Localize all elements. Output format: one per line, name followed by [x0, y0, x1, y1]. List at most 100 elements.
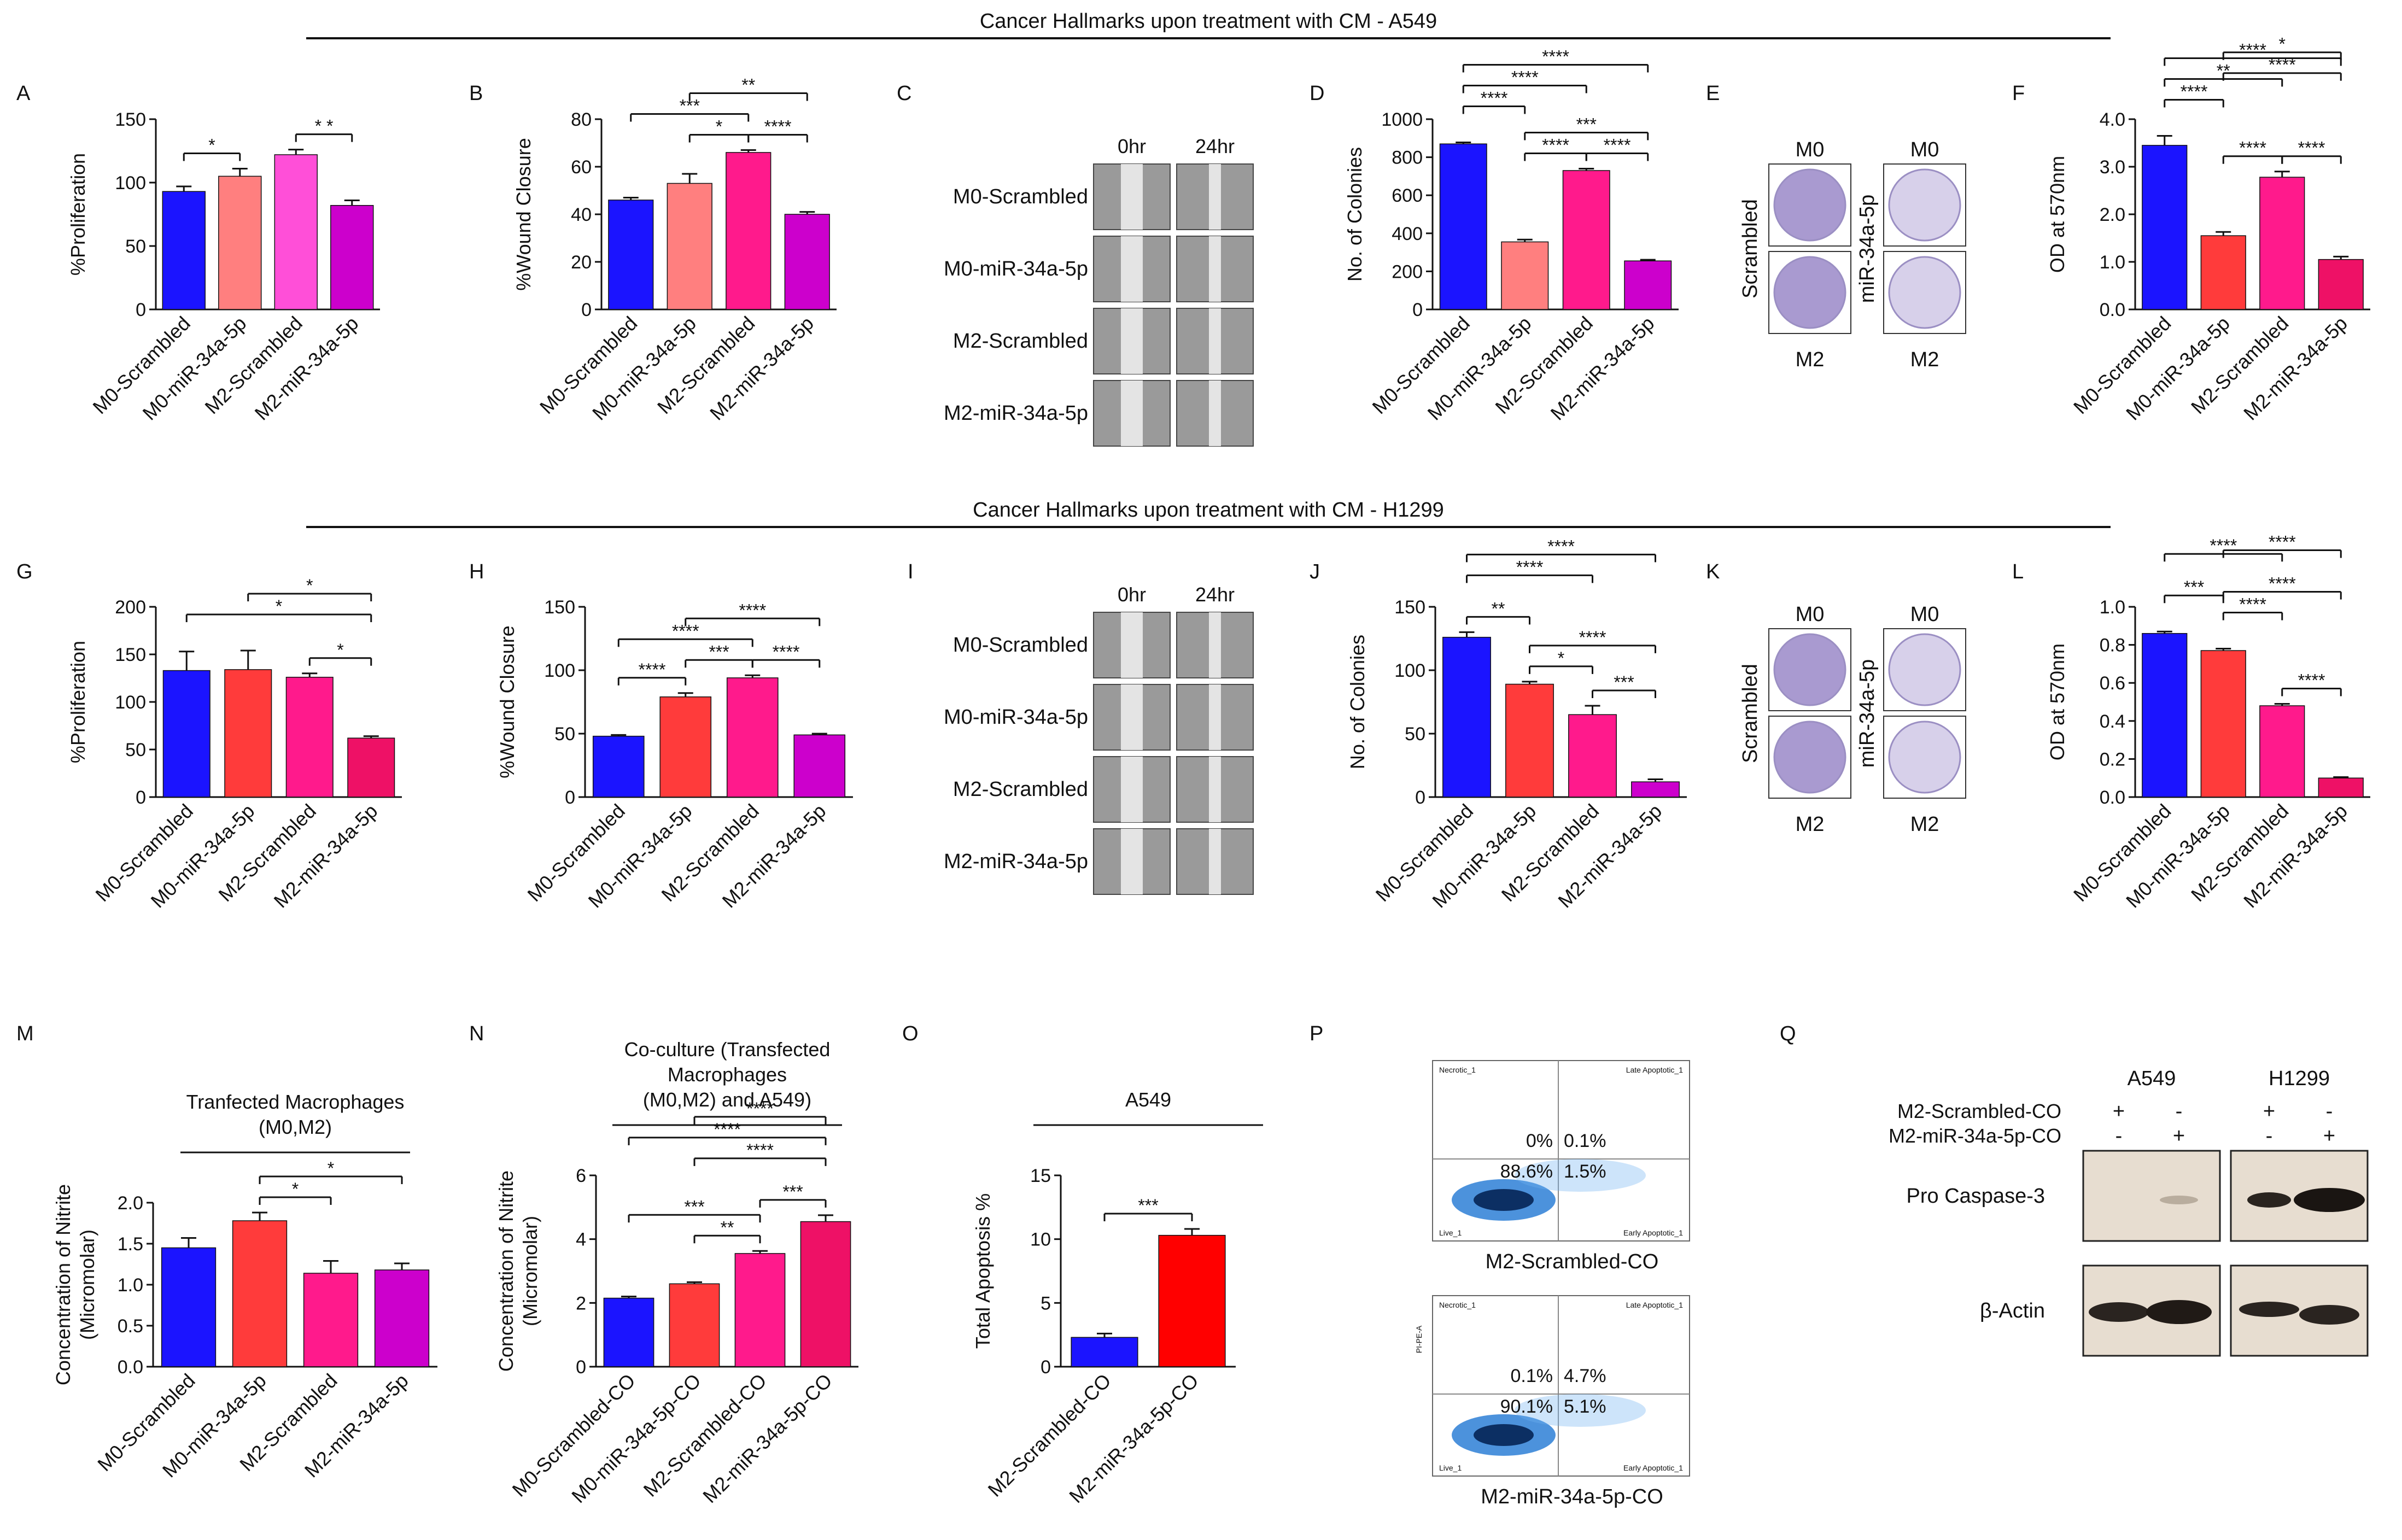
flow-caption: M2-miR-34a-5p-CO [1481, 1485, 1663, 1508]
y-tick-label: 0 [1415, 787, 1425, 808]
sig-label: *** [1138, 1196, 1158, 1215]
sig-label: **** [2181, 81, 2208, 101]
chart-title: Macrophages [668, 1063, 787, 1086]
y-tick-label: 1000 [1381, 109, 1423, 130]
bar [669, 1283, 720, 1367]
y-tick-label: 60 [571, 157, 592, 178]
quadrant-pct-ul: 0.1% [1511, 1366, 1553, 1386]
y-tick-label: 0 [581, 300, 592, 320]
bar [2318, 777, 2364, 798]
wound-gap [1121, 829, 1143, 894]
wound-row-label: M0-Scrambled [953, 634, 1088, 657]
quadrant-name: Necrotic_1 [1439, 1301, 1476, 1309]
sig-label: *** [1614, 672, 1634, 692]
quadrant-pct-ur: 0.1% [1564, 1131, 1606, 1151]
bar [374, 1269, 430, 1367]
bar [726, 152, 772, 310]
colony-bottom-label: M2 [1796, 348, 1825, 371]
sign-row-2: - [2115, 1125, 2123, 1147]
colony-well [1888, 633, 1961, 706]
x-tick-label: M0-miR-34a-5p [588, 312, 700, 425]
panel-letter-m: M [16, 1022, 34, 1045]
panel-letter-c: C [897, 82, 912, 105]
sign-row-1: + [2263, 1100, 2275, 1123]
y-axis-label-2: (Micromolar) [76, 1229, 98, 1340]
sign-row-1: + [2113, 1100, 2125, 1123]
y-tick-label: 1.0 [2100, 597, 2125, 618]
wound-row-label: M0-miR-34a-5p [944, 257, 1088, 280]
wound-row-label: M2-miR-34a-5p [944, 850, 1088, 873]
bar [161, 1247, 217, 1367]
y-tick-label: 150 [115, 645, 146, 665]
treatment-label-1: M2-Scrambled-CO [1897, 1100, 2061, 1122]
quadrant-name: Necrotic_1 [1439, 1065, 1476, 1074]
sig-label: * [208, 135, 215, 155]
wound-row-label: M0-Scrambled [953, 185, 1088, 208]
western-blot: A549 H1299 M2-Scrambled-CO M2-miR-34a-5p-CO… [1889, 1067, 2369, 1357]
panel-letter-p: P [1310, 1022, 1324, 1045]
quadrant-name: Early Apoptotic_1 [1623, 1228, 1683, 1237]
y-tick-label: 150 [115, 109, 146, 130]
y-axis-label: OD at 570nm [2046, 643, 2068, 760]
bar [793, 734, 846, 798]
x-tick-label: M2-miR-34a-5p [705, 312, 818, 425]
band [2160, 1196, 2198, 1204]
bar [1568, 714, 1617, 798]
y-tick-label: 100 [115, 173, 146, 194]
panel-letter-k: K [1706, 560, 1720, 583]
bar [726, 677, 779, 798]
sig-label: **** [1542, 46, 1569, 66]
panel-letter-q: Q [1780, 1022, 1796, 1045]
colony-bottom-label: M2 [1796, 813, 1825, 836]
bar [1501, 241, 1549, 310]
bar [1505, 683, 1554, 798]
y-tick-label: 2.0 [118, 1193, 143, 1214]
colony-mid-label: miR-34a-5p [1856, 195, 1879, 303]
colony-bottom-label: M2 [1910, 813, 1939, 836]
flow-top: Necrotic_1 Late Apoptotic_1 Early Apoptoti… [1432, 1060, 1690, 1273]
wound-images-a549: 0hr 24hr M0-Scrambled M0-miR-34a-5p M2-Scram… [944, 135, 1254, 447]
y-tick-label: 5 [1041, 1293, 1051, 1314]
bar [1562, 170, 1610, 310]
y-axis-label: No. of Colonies [1346, 635, 1369, 769]
y-tick-label: 800 [1392, 148, 1423, 168]
quadrant-name: Live_1 [1439, 1463, 1462, 1472]
chart-title: Tranfected Macrophages [186, 1091, 405, 1113]
y-tick-label: 100 [1394, 660, 1425, 681]
y-tick-label: 1.5 [118, 1234, 143, 1255]
time-label: 0hr [1118, 583, 1146, 606]
bar [800, 1221, 851, 1367]
chart-f: 0.01.02.03.04.0OD at 570nmM0-ScrambledM0… [2046, 34, 2370, 424]
quadrant-pct-ur: 4.7% [1564, 1366, 1606, 1386]
section-rule-h1299 [306, 526, 2111, 528]
wound-images-h1299: 0hr 24hr M0-Scrambled M0-miR-34a-5p M2-Scram… [944, 583, 1254, 895]
panel-letter-o: O [902, 1022, 919, 1045]
x-tick-label: M0-Scrambled [88, 312, 195, 419]
chart-l: 0.00.20.40.60.81.0OD at 570nmM0-Scramble… [2046, 532, 2370, 912]
x-tick-label: M2-miR-34a-5p [250, 312, 363, 425]
y-tick-label: 0.0 [2100, 787, 2125, 808]
y-axis-label: No. of Colonies [1343, 147, 1366, 282]
y-tick-label: 0.2 [2100, 749, 2125, 770]
band [2146, 1300, 2212, 1324]
time-label: 0hr [1118, 135, 1146, 157]
quadrant-pct-ul: 0% [1526, 1131, 1553, 1151]
sig-label: * [716, 117, 722, 137]
y-tick-label: 3.0 [2100, 157, 2125, 178]
sig-label: *** [1576, 114, 1597, 134]
bar [303, 1273, 359, 1367]
y-axis-label-2: (Micromolar) [519, 1216, 541, 1326]
sig-label: **** [2239, 595, 2266, 614]
y-tick-label: 0 [136, 787, 146, 808]
panel-letter-h: H [469, 560, 484, 583]
time-label: 24hr [1195, 583, 1235, 606]
y-tick-label: 0.6 [2100, 673, 2125, 694]
bar [162, 670, 211, 798]
sig-label: * [1558, 648, 1564, 668]
sig-label: **** [2298, 670, 2325, 690]
y-tick-label: 0.5 [118, 1316, 143, 1337]
time-label: 24hr [1195, 135, 1235, 157]
y-tick-label: 1.0 [2100, 252, 2125, 273]
wound-gap [1209, 164, 1221, 230]
wound-gap [1209, 236, 1221, 302]
